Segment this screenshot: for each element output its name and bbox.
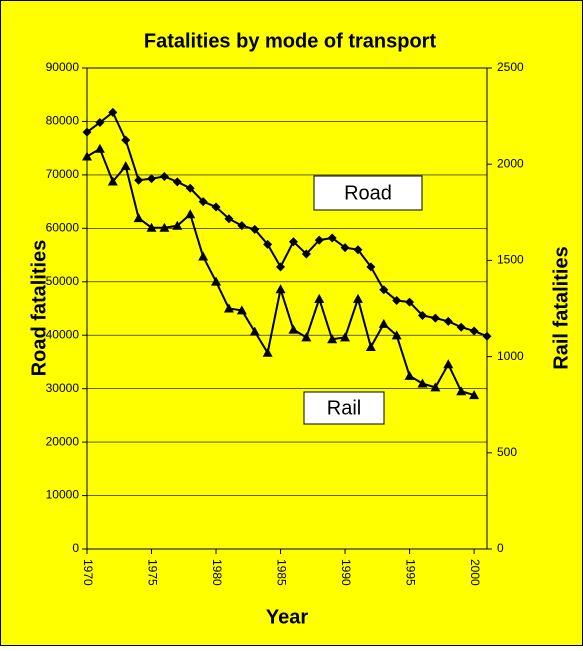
x-axis-label: Year	[266, 606, 308, 628]
y-tick-label: 20000	[46, 434, 80, 448]
y-tick-label: 0	[72, 541, 79, 555]
marker	[392, 295, 402, 305]
y2-tick-label: 1500	[497, 253, 524, 267]
marker	[456, 386, 467, 396]
marker	[405, 297, 415, 307]
marker	[443, 359, 454, 369]
marker	[198, 197, 208, 207]
y2-tick-label: 500	[497, 445, 517, 459]
marker	[365, 341, 376, 351]
x-tick-label: 1995	[403, 559, 417, 586]
marker	[417, 310, 427, 320]
marker	[276, 262, 286, 272]
marker	[95, 118, 105, 128]
y-tick-label: 40000	[46, 327, 80, 341]
y2-axis-label: Rail fatalities	[550, 246, 572, 369]
marker	[301, 249, 311, 259]
marker	[211, 202, 221, 212]
marker	[430, 382, 441, 392]
annotation: Road	[344, 182, 392, 204]
chart-title: Fatalities by mode of transport	[144, 30, 437, 52]
marker	[134, 175, 144, 185]
marker	[340, 243, 350, 253]
marker	[353, 245, 363, 255]
marker	[236, 305, 247, 315]
y2-tick-label: 1000	[497, 349, 524, 363]
marker	[404, 370, 415, 380]
y-tick-label: 60000	[46, 221, 80, 235]
marker	[185, 183, 195, 193]
marker	[159, 222, 170, 232]
y-tick-label: 50000	[46, 274, 80, 288]
x-tick-label: 1985	[274, 559, 288, 586]
marker	[120, 161, 131, 171]
y2-tick-label: 2500	[497, 60, 524, 74]
annotation-box	[313, 175, 423, 211]
x-tick-label: 2000	[468, 559, 482, 586]
y-tick-label: 90000	[46, 60, 80, 74]
marker	[275, 284, 286, 294]
marker	[352, 293, 363, 303]
marker	[263, 239, 273, 249]
marker	[301, 332, 312, 342]
marker	[249, 326, 260, 336]
marker	[147, 174, 157, 184]
marker	[340, 332, 351, 342]
marker	[172, 220, 183, 230]
marker	[198, 251, 209, 261]
marker	[366, 262, 376, 272]
marker	[288, 237, 298, 247]
marker	[417, 378, 428, 388]
marker	[133, 213, 144, 223]
y-tick-label: 10000	[46, 488, 80, 502]
x-tick-label: 1990	[339, 559, 353, 586]
marker	[482, 331, 492, 341]
y2-tick-label: 2000	[497, 156, 524, 170]
y-tick-label: 30000	[46, 381, 80, 395]
y2-tick-label: 0	[497, 541, 504, 555]
marker	[327, 334, 338, 344]
marker	[456, 322, 466, 332]
marker	[262, 347, 273, 357]
marker	[250, 224, 260, 234]
annotation: Rail	[327, 397, 361, 419]
marker	[224, 214, 234, 224]
marker	[82, 127, 92, 137]
marker	[327, 233, 337, 243]
marker	[469, 390, 480, 400]
y-axis-label: Road fatalities	[28, 240, 50, 377]
marker	[146, 222, 157, 232]
marker	[288, 324, 299, 334]
marker	[378, 318, 389, 328]
annotation-box	[303, 391, 385, 425]
marker	[237, 221, 247, 231]
marker	[314, 235, 324, 245]
marker	[430, 313, 440, 323]
marker	[469, 326, 479, 336]
y-tick-label: 70000	[46, 167, 80, 181]
marker	[314, 293, 325, 303]
x-tick-label: 1970	[81, 559, 95, 586]
marker	[211, 276, 222, 286]
marker	[82, 151, 92, 161]
marker	[185, 209, 196, 219]
marker	[159, 171, 169, 181]
marker	[443, 316, 453, 326]
marker	[107, 176, 118, 186]
y-tick-label: 80000	[46, 114, 80, 128]
marker	[172, 177, 182, 187]
marker	[391, 330, 402, 340]
marker	[94, 143, 105, 153]
marker	[121, 135, 131, 145]
x-tick-label: 1980	[210, 559, 224, 586]
marker	[223, 303, 234, 313]
marker	[108, 107, 118, 117]
x-tick-label: 1975	[145, 559, 159, 586]
marker	[379, 285, 389, 295]
